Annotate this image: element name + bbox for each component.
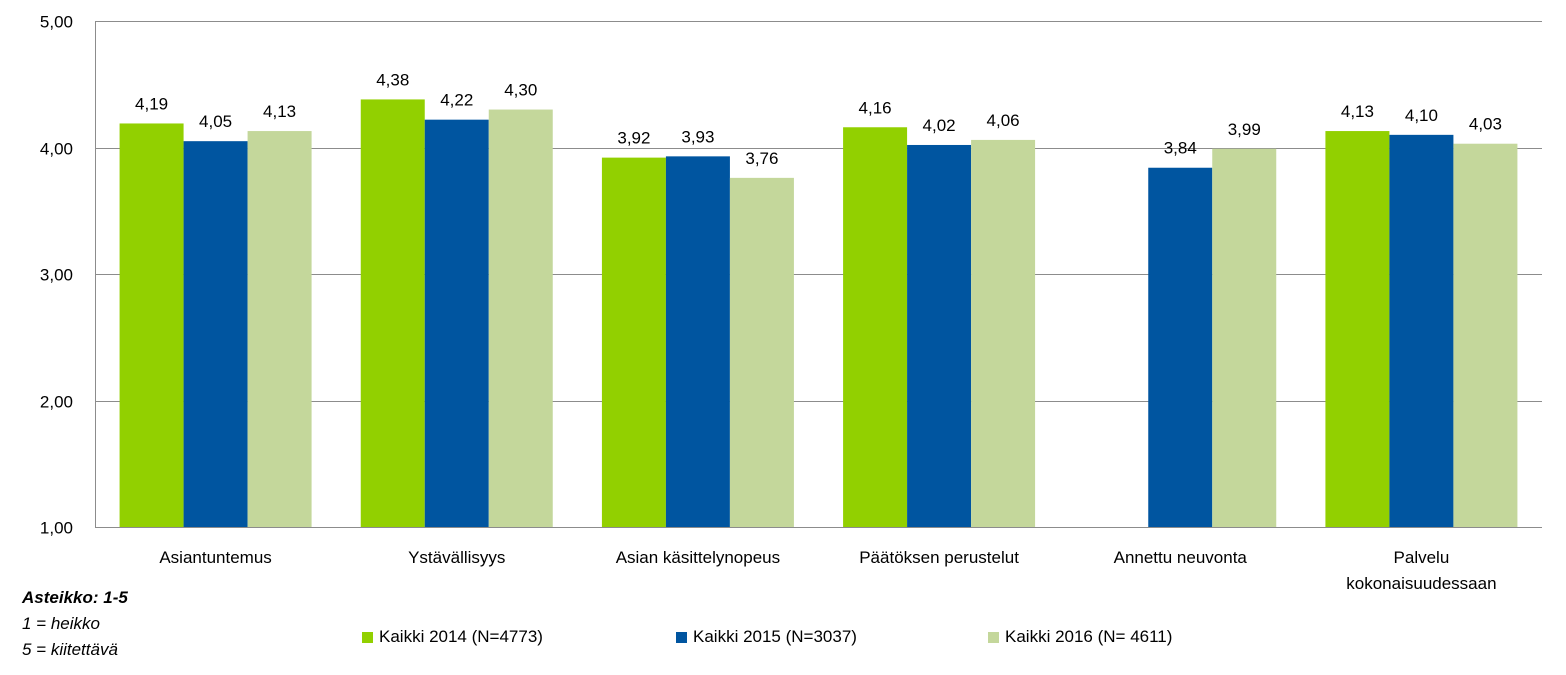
data-label: 4,13 xyxy=(263,102,296,121)
scale-high-note: 5 = kiitettävä xyxy=(22,640,118,659)
legend-label-2015: Kaikki 2015 (N=3037) xyxy=(693,627,857,646)
bar xyxy=(424,119,489,528)
scale-low-note: 1 = heikko xyxy=(22,614,100,633)
category-label: Asiantuntemus xyxy=(159,548,271,567)
bar xyxy=(601,157,666,527)
legend-label-2014: Kaikki 2014 (N=4773) xyxy=(379,627,543,646)
bar xyxy=(907,144,972,527)
data-label: 4,10 xyxy=(1405,106,1438,125)
y-tick-label: 1,00 xyxy=(40,519,73,538)
data-label: 4,02 xyxy=(923,116,956,135)
legend-label-2016: Kaikki 2016 (N= 4611) xyxy=(1005,627,1173,646)
legend-swatch-2016 xyxy=(988,631,999,643)
bar xyxy=(729,177,794,528)
bar xyxy=(119,123,184,527)
data-label: 4,03 xyxy=(1469,115,1502,134)
legend-item-2016: Kaikki 2016 (N= 4611) xyxy=(988,627,1172,647)
category-label: Päätöksen perustelut xyxy=(859,548,1019,567)
data-label: 4,06 xyxy=(987,111,1020,130)
legend-item-2015: Kaikki 2015 (N=3037) xyxy=(676,627,857,647)
data-label: 4,22 xyxy=(440,91,473,110)
y-tick-label: 4,00 xyxy=(40,140,73,159)
data-label: 3,93 xyxy=(681,127,714,146)
legend-item-2014: Kaikki 2014 (N=4773) xyxy=(362,627,543,647)
bar xyxy=(1148,167,1213,528)
y-tick-label: 3,00 xyxy=(40,266,73,285)
bar xyxy=(360,99,425,528)
category-label: Palvelu xyxy=(1394,548,1450,567)
data-label: 3,99 xyxy=(1228,120,1261,139)
bar xyxy=(1453,143,1518,527)
bar xyxy=(183,141,248,528)
bar xyxy=(1389,134,1454,527)
bar xyxy=(247,131,312,527)
data-label: 4,16 xyxy=(859,98,892,117)
data-label: 4,30 xyxy=(504,81,537,100)
bar xyxy=(1325,131,1390,527)
scale-title: Asteikko: 1-5 xyxy=(22,588,128,607)
legend-swatch-2015 xyxy=(676,631,687,643)
bar xyxy=(971,139,1036,527)
category-label: kokonaisuudessaan xyxy=(1346,574,1496,593)
data-label: 4,13 xyxy=(1341,102,1374,121)
data-label: 4,05 xyxy=(199,112,232,131)
bar xyxy=(843,127,908,527)
data-label: 4,38 xyxy=(376,70,409,89)
category-label: Annettu neuvonta xyxy=(1114,548,1248,567)
bar xyxy=(488,109,553,528)
y-tick-label: 2,00 xyxy=(40,393,73,412)
legend-swatch-2014 xyxy=(362,631,373,643)
data-label: 3,92 xyxy=(617,129,650,148)
data-label: 3,76 xyxy=(745,149,778,168)
y-tick-label: 5,00 xyxy=(40,13,73,32)
bar xyxy=(1212,148,1277,527)
bar xyxy=(665,156,730,528)
data-label: 4,19 xyxy=(135,94,168,113)
category-label: Asian käsittelynopeus xyxy=(616,548,780,567)
category-label: Ystävällisyys xyxy=(408,548,505,567)
data-label: 3,84 xyxy=(1164,139,1197,158)
